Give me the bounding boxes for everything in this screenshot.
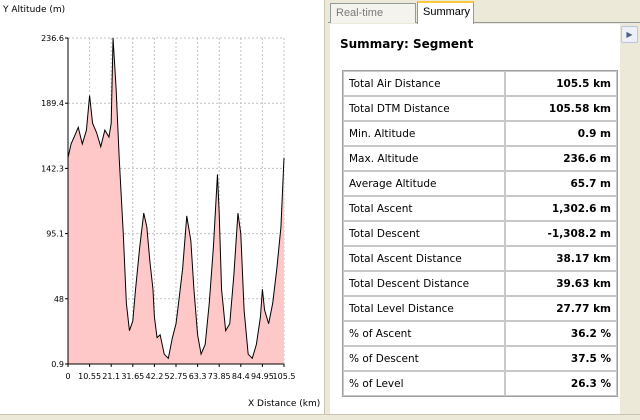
scroll-right-icon[interactable]: ▶ xyxy=(621,26,638,43)
summary-row-value: 39.63 km xyxy=(505,271,617,296)
panel-splitter[interactable] xyxy=(324,0,328,420)
summary-row: Min. Altitude 0.9 m xyxy=(343,121,617,146)
summary-row-value: 0.9 m xyxy=(505,121,617,146)
y-tick-labels: 236.6 189.4 142.3 95.1 48 0.9 xyxy=(41,34,68,369)
summary-row-value: 236.6 m xyxy=(505,146,617,171)
x-tick-label: 105.5 xyxy=(273,372,296,381)
y-tick-label: 0.9 xyxy=(51,360,64,369)
tab-realtime-profile[interactable]: Real-time Profile xyxy=(330,3,416,37)
summary-row-label: Total Air Distance xyxy=(343,71,505,96)
x-tick-label: 73.85 xyxy=(208,372,231,381)
summary-row-value: 37.5 % xyxy=(505,346,617,371)
y-tick-label: 236.6 xyxy=(41,34,64,43)
x-tick-label: 42.2 xyxy=(145,372,163,381)
y-tick-label: 189.4 xyxy=(41,99,64,108)
summary-row: Max. Altitude 236.6 m xyxy=(343,146,617,171)
summary-row: Total Ascent 1,302.6 m xyxy=(343,196,617,221)
elevation-area-fill xyxy=(68,38,284,364)
summary-row-value: 105.5 km xyxy=(505,71,617,96)
summary-row: Total DTM Distance 105.58 km xyxy=(343,96,617,121)
summary-row: Total Descent Distance 39.63 km xyxy=(343,271,617,296)
summary-row-label: Min. Altitude xyxy=(343,121,505,146)
summary-row: Total Air Distance 105.5 km xyxy=(343,71,617,96)
summary-row-label: % of Level xyxy=(343,371,505,396)
x-tick-label: 94.95 xyxy=(251,372,274,381)
elevation-chart-panel: 236.6 189.4 142.3 95.1 48 0.9 0 10.55 21.1 31.65… xyxy=(2,5,321,409)
summary-row-label: Total Ascent Distance xyxy=(343,246,505,271)
summary-row-label: Total DTM Distance xyxy=(343,96,505,121)
summary-row: Total Ascent Distance 38.17 km xyxy=(343,246,617,271)
y-tick-label: 142.3 xyxy=(41,164,64,173)
summary-row-value: 36.2 % xyxy=(505,321,617,346)
y-axis-title: Y Altitude (m) xyxy=(2,5,65,15)
x-axis-title: X Distance (km) xyxy=(248,399,320,409)
summary-row-label: Max. Altitude xyxy=(343,146,505,171)
summary-row-label: Total Level Distance xyxy=(343,296,505,321)
summary-row-value: 27.77 km xyxy=(505,296,617,321)
summary-row-label: % of Ascent xyxy=(343,321,505,346)
summary-row: % of Descent 37.5 % xyxy=(343,346,617,371)
summary-row-value: 65.7 m xyxy=(505,171,617,196)
x-tick-label: 63.3 xyxy=(189,372,207,381)
y-tick-label: 95.1 xyxy=(46,230,64,239)
summary-row: % of Ascent 36.2 % xyxy=(343,321,617,346)
summary-row-label: Total Descent Distance xyxy=(343,271,505,296)
summary-row-value: 38.17 km xyxy=(505,246,617,271)
summary-row-value: 105.58 km xyxy=(505,96,617,121)
summary-row: Total Level Distance 27.77 km xyxy=(343,296,617,321)
elevation-chart: 236.6 189.4 142.3 95.1 48 0.9 0 10.55 21.1 31.65… xyxy=(2,5,320,409)
summary-row-value: 1,302.6 m xyxy=(505,196,617,221)
summary-row: Average Altitude 65.7 m xyxy=(343,171,617,196)
x-tick-label: 84.4 xyxy=(232,372,250,381)
summary-title: Summary: Segment xyxy=(340,37,474,51)
tab-strip: Real-time Profile Summary xyxy=(328,0,640,37)
x-tick-label: 0 xyxy=(65,372,70,381)
summary-content: Summary: Segment Total Air Distance 105.5… xyxy=(330,24,620,414)
x-tick-label: 31.65 xyxy=(121,372,144,381)
summary-row-value: -1,308.2 m xyxy=(505,221,617,246)
summary-row: Total Descent -1,308.2 m xyxy=(343,221,617,246)
y-tick-label: 48 xyxy=(54,295,64,304)
x-tick-label: 52.75 xyxy=(165,372,188,381)
elevation-line xyxy=(67,37,285,360)
summary-row: % of Level 26.3 % xyxy=(343,371,617,396)
summary-row-label: % of Descent xyxy=(343,346,505,371)
summary-row-label: Total Descent xyxy=(343,221,505,246)
tab-summary[interactable]: Summary xyxy=(417,1,474,24)
summary-table: Total Air Distance 105.5 km Total DTM Dist… xyxy=(342,70,618,397)
summary-row-label: Total Ascent xyxy=(343,196,505,221)
x-tick-labels: 0 10.55 21.1 31.65 42.2 52.75 63.3 73.85 84.4 94.… xyxy=(65,364,295,381)
status-bar xyxy=(0,414,640,420)
summary-row-value: 26.3 % xyxy=(505,371,617,396)
x-tick-label: 21.1 xyxy=(102,372,120,381)
summary-panel: Real-time Profile Summary Summary: Segme… xyxy=(328,0,640,420)
x-tick-label: 10.55 xyxy=(78,372,101,381)
summary-row-label: Average Altitude xyxy=(343,171,505,196)
